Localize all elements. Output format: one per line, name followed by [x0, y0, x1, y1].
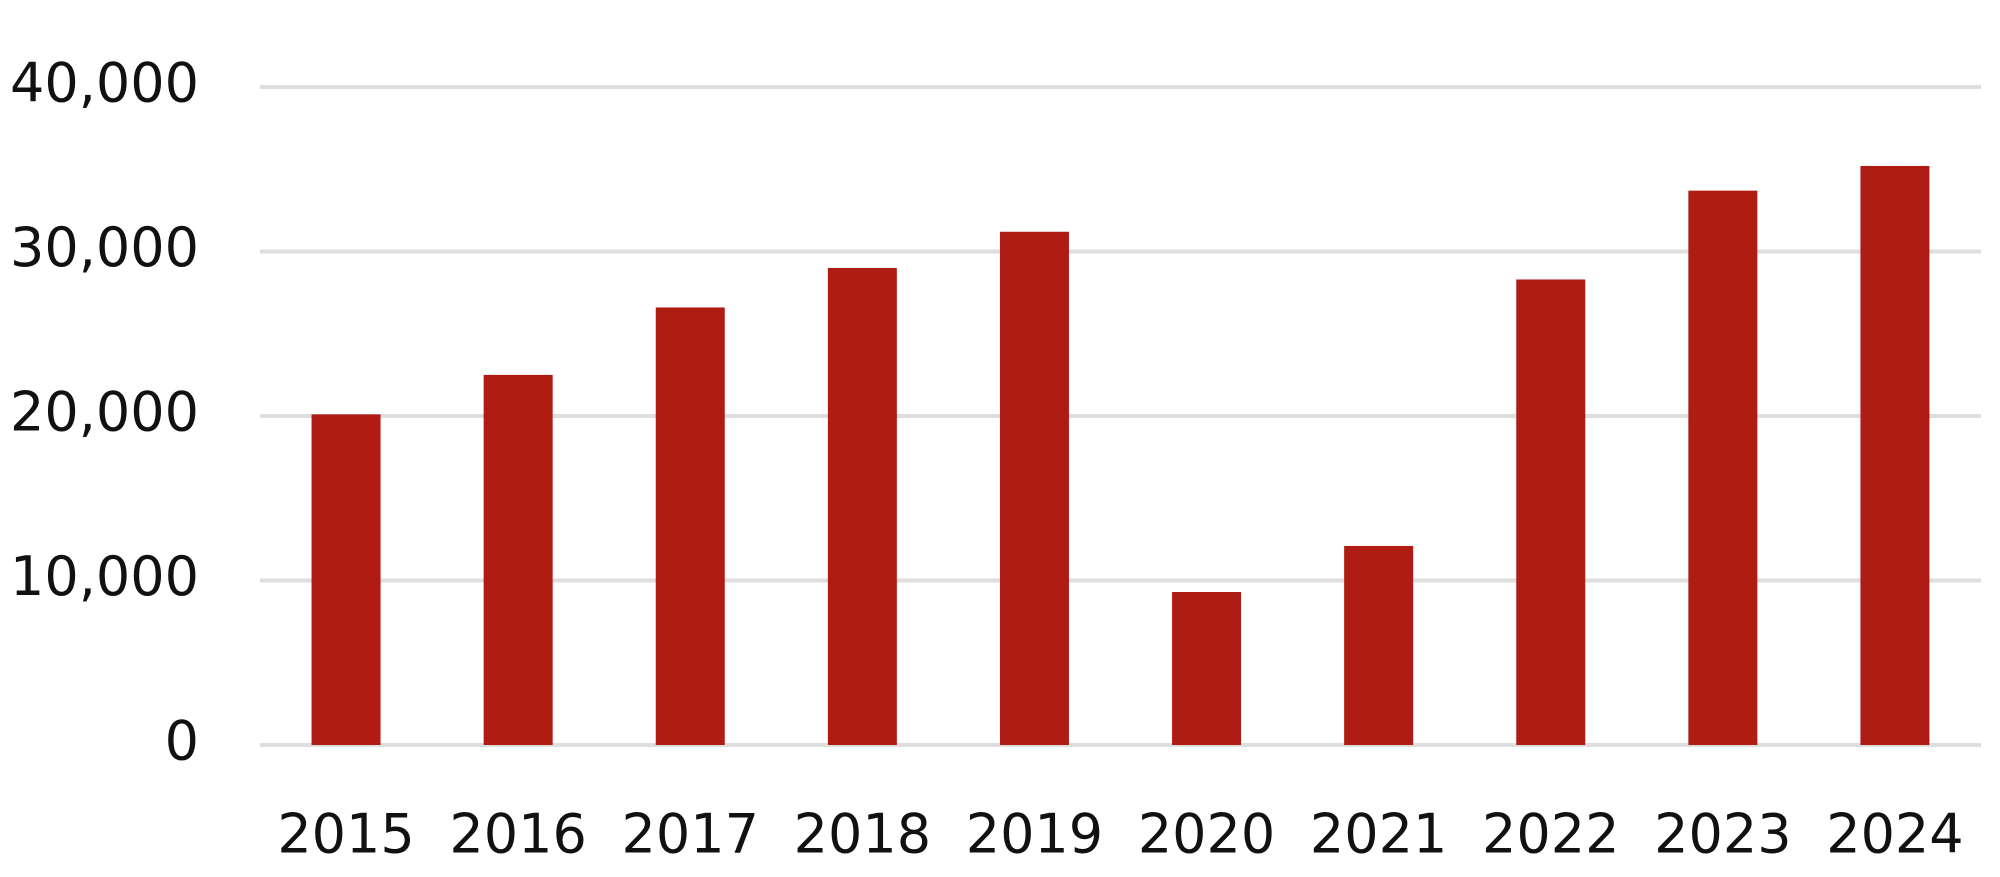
y-tick-label: 40,000: [10, 52, 199, 115]
bar: [827, 267, 897, 745]
x-tick-label: 2017: [622, 803, 759, 866]
bar: [1688, 190, 1758, 745]
x-tick-label: 2022: [1482, 803, 1619, 866]
y-tick-label: 10,000: [10, 545, 199, 608]
x-tick-label: 2018: [794, 803, 931, 866]
y-tick-label: 0: [165, 710, 199, 773]
x-tick-label: 2020: [1138, 803, 1275, 866]
bar: [655, 307, 725, 745]
x-tick-label: 2024: [1826, 803, 1963, 866]
x-tick-label: 2023: [1654, 803, 1791, 866]
x-tick-label: 2019: [966, 803, 1103, 866]
bar: [1344, 545, 1414, 745]
x-tick-label: 2016: [449, 803, 586, 866]
bar: [1860, 165, 1930, 745]
x-tick-label: 2015: [277, 803, 414, 866]
bar: [311, 414, 381, 745]
y-tick-label: 30,000: [10, 216, 199, 279]
y-tick-label: 20,000: [10, 381, 199, 444]
bar: [999, 231, 1069, 745]
x-tick-label: 2021: [1310, 803, 1447, 866]
bar: [1516, 279, 1586, 745]
bar: [1172, 592, 1242, 745]
bar: [483, 374, 553, 745]
